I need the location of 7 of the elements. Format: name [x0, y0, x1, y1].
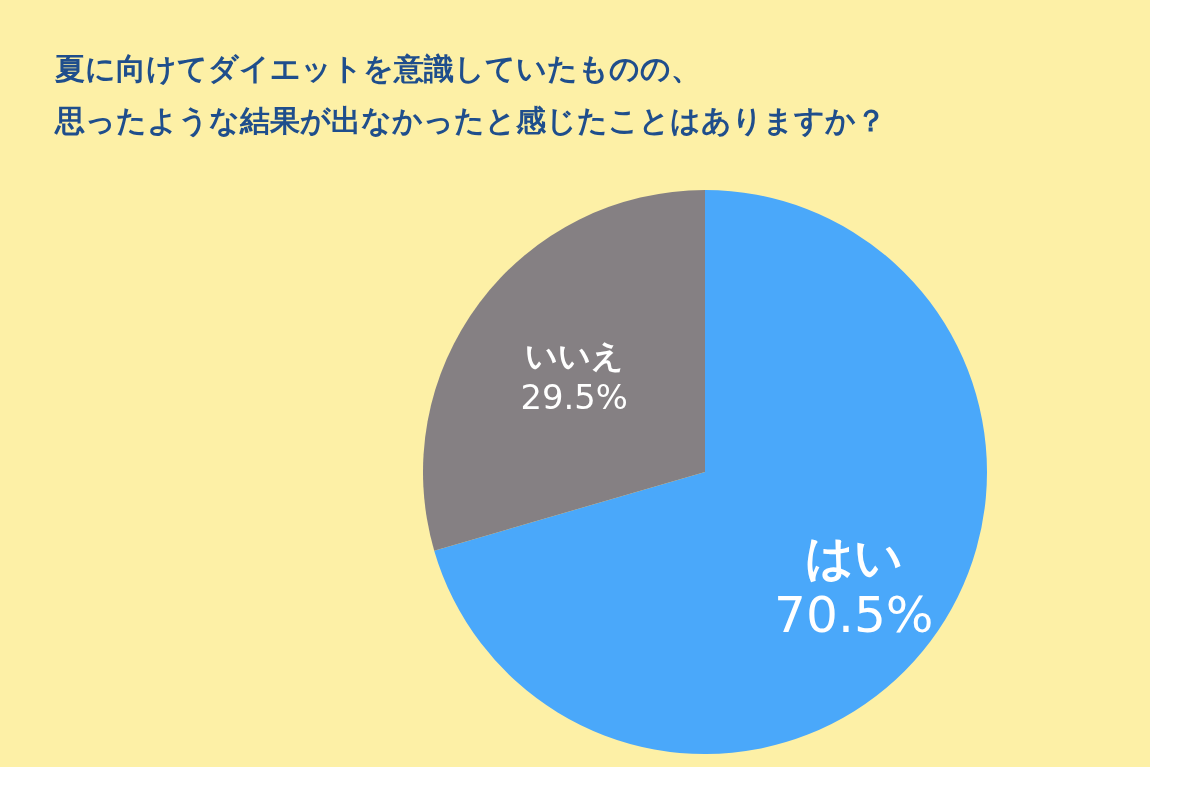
slice-label: いいえ	[524, 336, 624, 374]
data-label: 29.5%	[520, 377, 628, 417]
pie-slice	[434, 190, 987, 754]
slice-label: はい	[804, 528, 903, 585]
pie-slice	[423, 190, 705, 551]
data-label: 70.5%	[774, 584, 934, 644]
chart-title: 夏に向けてダイエットを意識していたものの、思ったような結果が出なかったと感じたことはありますか？	[54, 51, 886, 138]
